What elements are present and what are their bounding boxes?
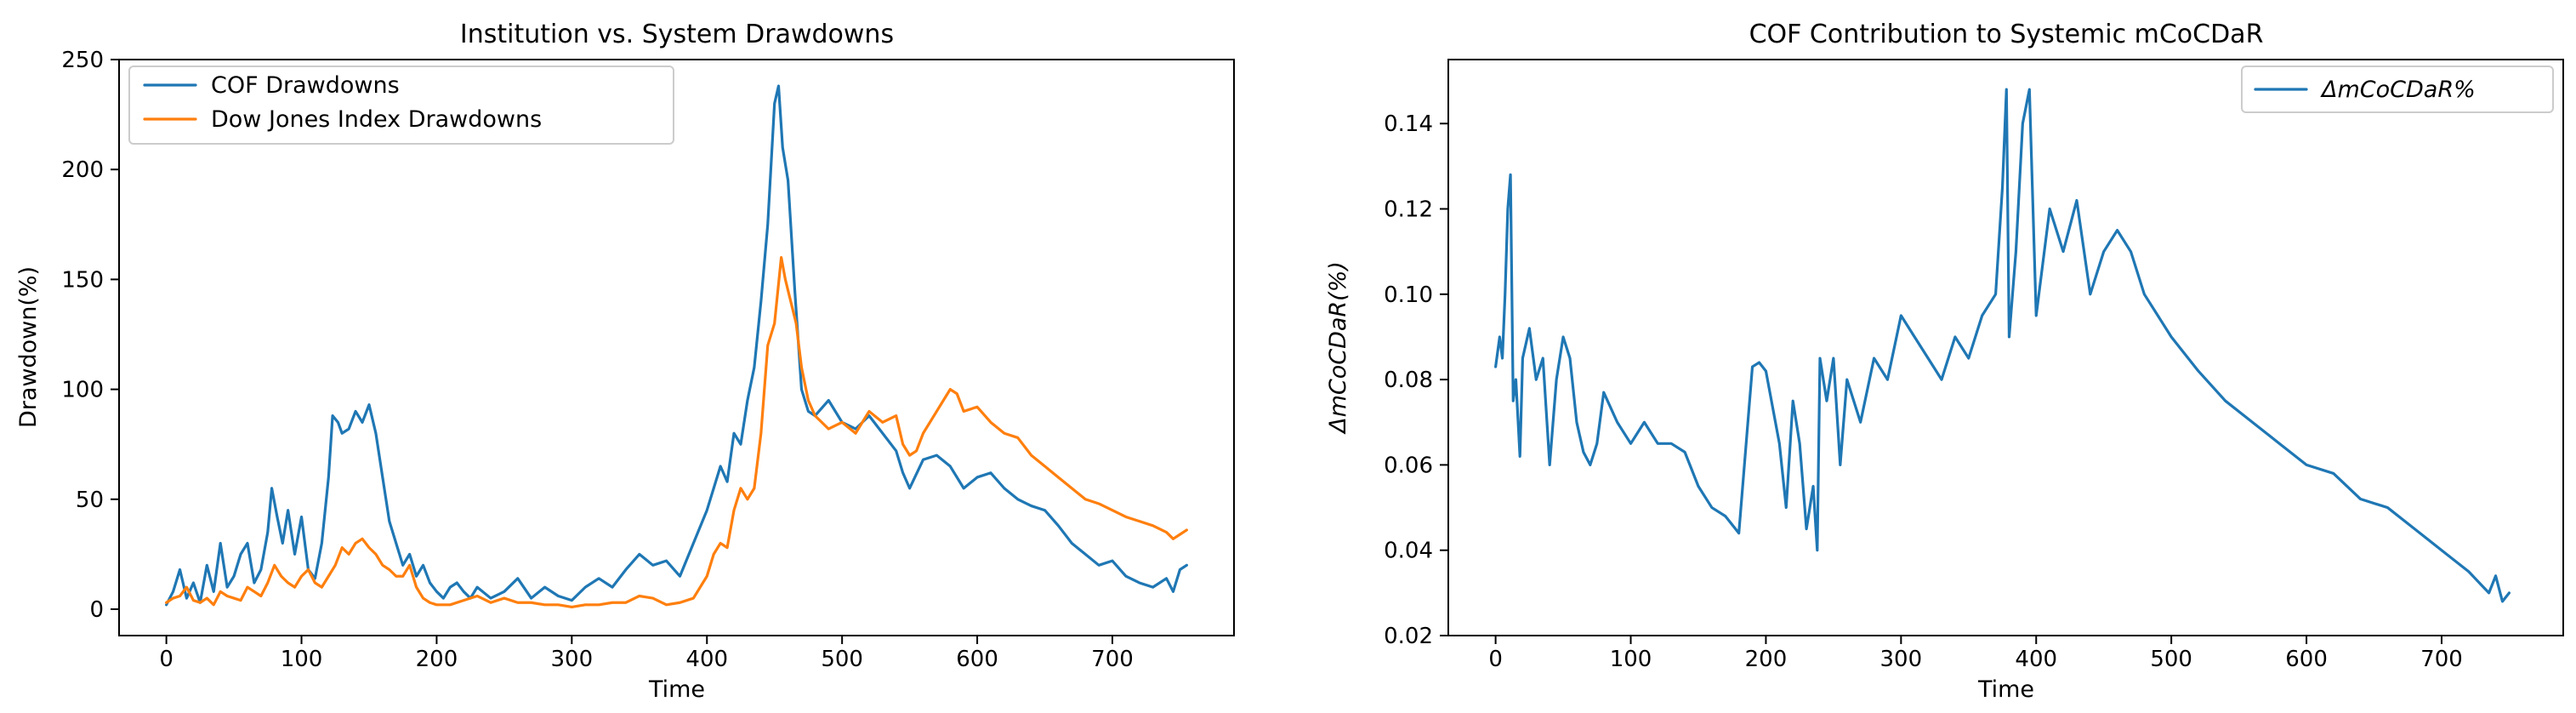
y-tick-label: 0.10 — [1384, 282, 1433, 308]
chart-title: COF Contribution to Systemic mCoCDaR — [1749, 20, 2264, 49]
x-tick-label: 0 — [159, 647, 173, 672]
legend: ΔmCoCDaR% — [2241, 66, 2554, 113]
y-tick-label: 0.06 — [1384, 453, 1433, 478]
x-tick-label: 600 — [2285, 647, 2328, 672]
x-tick-label: 100 — [1610, 647, 1652, 672]
x-tick-label: 400 — [2015, 647, 2057, 672]
y-axis-label: Drawdown(%) — [15, 266, 42, 428]
x-tick-label: 200 — [416, 647, 458, 672]
legend-frame — [2241, 66, 2554, 113]
y-tick-label: 0 — [89, 597, 104, 623]
y-tick-label: 50 — [76, 488, 104, 513]
y-tick-label: 150 — [61, 267, 104, 293]
chart-mcocdar: COF Contribution to Systemic mCoCDaR 0 10… — [1325, 20, 2564, 703]
series-line-0-0 — [165, 84, 1188, 607]
x-axis-ticks: 0 100 200 300 400 500 600 700 — [1488, 636, 2463, 672]
x-tick-label: 400 — [685, 647, 728, 672]
y-tick-label: 100 — [61, 378, 104, 403]
legend-label-dow-jones: Dow Jones Index Drawdowns — [211, 106, 542, 133]
y-tick-label: 0.04 — [1384, 539, 1433, 564]
legend-label-mcocdar: ΔmCoCDaR% — [2320, 77, 2476, 103]
y-tick-label: 200 — [61, 157, 104, 183]
x-axis-label: Time — [1977, 676, 2034, 703]
plot-area-frame — [1447, 59, 2564, 636]
series-line-1-0 — [1494, 88, 2511, 603]
x-tick-label: 500 — [821, 647, 863, 672]
y-axis-ticks: 0 50 100 150 200 250 — [61, 48, 119, 623]
series-line-0-1 — [165, 255, 1188, 609]
x-tick-label: 700 — [2420, 647, 2463, 672]
x-tick-label: 0 — [1488, 647, 1503, 672]
series-layer — [1494, 88, 2511, 603]
y-tick-label: 250 — [61, 48, 104, 73]
y-tick-label: 0.14 — [1384, 111, 1433, 137]
x-tick-label: 600 — [956, 647, 998, 672]
y-tick-label: 0.12 — [1384, 197, 1433, 223]
x-axis-label: Time — [648, 676, 705, 703]
x-tick-label: 300 — [1880, 647, 1923, 672]
y-tick-label: 0.08 — [1384, 368, 1433, 393]
y-tick-label: 0.02 — [1384, 624, 1433, 649]
series-layer — [165, 84, 1188, 609]
x-tick-label: 500 — [2150, 647, 2192, 672]
y-axis-label: ΔmCoCDaR(%) — [1325, 261, 1351, 435]
x-tick-label: 200 — [1745, 647, 1788, 672]
x-tick-label: 100 — [281, 647, 323, 672]
legend-frame — [128, 66, 674, 145]
x-tick-label: 300 — [551, 647, 594, 672]
plot-area-frame — [118, 59, 1235, 636]
x-tick-label: 700 — [1091, 647, 1134, 672]
chart-title: Institution vs. System Drawdowns — [460, 20, 894, 49]
legend-label-cof: COF Drawdowns — [211, 72, 400, 99]
x-axis-ticks: 0 100 200 300 400 500 600 700 — [159, 636, 1134, 672]
y-axis-ticks: 0.02 0.04 0.06 0.08 0.10 0.12 0.14 — [1384, 111, 1448, 649]
legend: COF Drawdowns Dow Jones Index Drawdowns — [128, 66, 674, 145]
chart-drawdowns: Institution vs. System Drawdowns 0 100 200… — [15, 20, 1235, 703]
